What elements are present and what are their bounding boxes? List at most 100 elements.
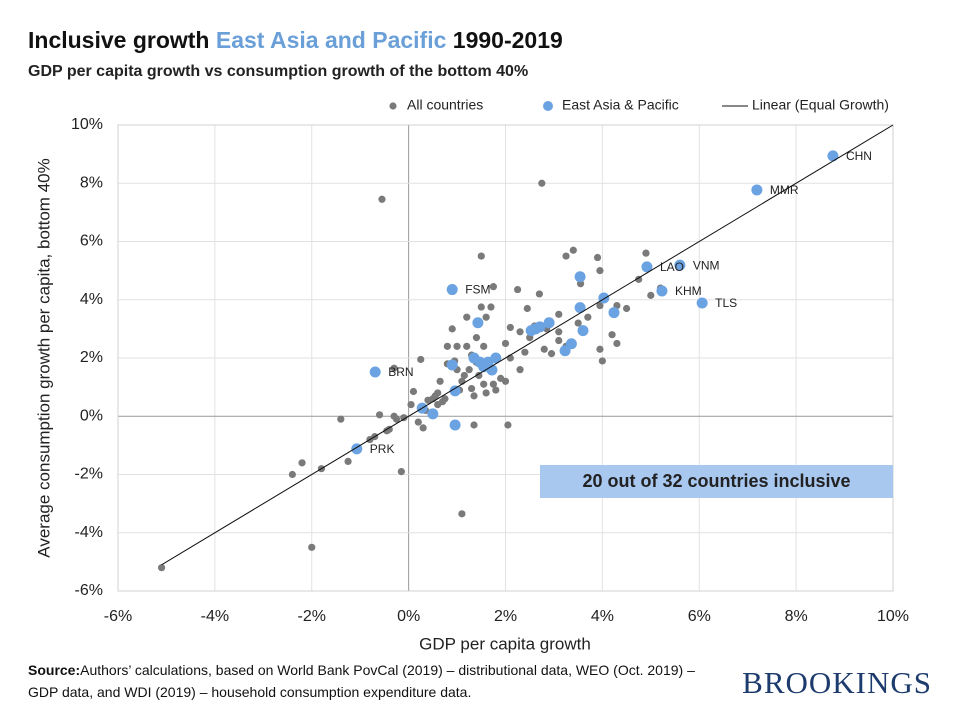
point-label: BRN — [388, 365, 413, 379]
data-point — [369, 366, 381, 378]
y-tick-label: 4% — [80, 291, 103, 308]
data-point — [593, 253, 602, 262]
data-point — [477, 252, 485, 260]
source-text: Authors’ calculations, based on World Ba… — [28, 662, 695, 700]
title-part: East Asia and Pacific — [216, 27, 447, 53]
data-point — [598, 292, 610, 304]
data-point — [449, 385, 461, 397]
data-point — [157, 564, 166, 572]
data-point — [559, 345, 571, 357]
data-point — [427, 408, 439, 420]
data-point — [441, 395, 449, 403]
data-point — [641, 261, 653, 273]
data-point — [622, 304, 631, 313]
data-point — [506, 323, 514, 332]
data-point — [530, 323, 542, 335]
x-tick-label: 8% — [785, 608, 808, 625]
data-point — [472, 334, 481, 342]
data-point — [446, 359, 458, 371]
data-point — [674, 259, 686, 271]
data-point — [458, 510, 466, 518]
data-point — [543, 317, 555, 329]
data-point — [472, 317, 484, 329]
y-tick-label: 6% — [80, 233, 103, 250]
data-point — [489, 283, 497, 291]
data-point — [635, 275, 643, 283]
title-part: 1990-2019 — [453, 27, 563, 53]
data-point — [344, 457, 352, 465]
data-point — [501, 377, 510, 385]
data-point — [574, 271, 586, 283]
source-note: Source:Authors’ calculations, based on W… — [28, 659, 708, 703]
y-tick-label: -2% — [75, 466, 103, 483]
x-tick-label: -4% — [201, 608, 229, 625]
data-point — [407, 401, 415, 409]
chart-subtitle: GDP per capita growth vs consumption gro… — [28, 63, 528, 80]
y-tick-label: 10% — [71, 116, 103, 133]
data-point — [486, 364, 498, 376]
data-point — [501, 339, 510, 348]
data-point — [608, 307, 620, 319]
data-point — [751, 184, 763, 196]
data-point — [516, 366, 524, 374]
data-point — [288, 470, 296, 479]
y-axis-label: Average consumption growth per capita, b… — [34, 158, 53, 557]
point-label: KHM — [675, 284, 702, 298]
x-axis-label: GDP per capita growth — [419, 634, 591, 653]
logo: BROOKINGS — [742, 665, 932, 700]
data-point — [540, 345, 548, 353]
legend-swatch — [543, 101, 553, 111]
data-point — [392, 415, 401, 423]
data-point — [596, 267, 604, 275]
data-point — [397, 467, 405, 476]
data-point — [555, 310, 563, 318]
data-point — [434, 389, 442, 397]
data-point — [480, 342, 488, 350]
data-point — [656, 285, 668, 297]
y-tick-label: 0% — [80, 407, 103, 424]
data-point — [547, 350, 556, 358]
data-point — [463, 313, 471, 321]
data-point — [475, 371, 483, 380]
data-point — [482, 313, 490, 321]
data-point — [448, 325, 456, 333]
legend-label: All countries — [407, 97, 483, 113]
data-point — [467, 384, 476, 393]
point-label: FSM — [465, 283, 490, 297]
data-point — [482, 389, 490, 397]
data-point — [574, 319, 582, 327]
y-tick-label: 8% — [80, 174, 103, 191]
data-point — [562, 252, 570, 260]
data-point — [480, 380, 488, 388]
source-label: Source: — [28, 662, 81, 678]
x-tick-label: 4% — [591, 608, 614, 625]
data-point — [409, 387, 418, 396]
x-tick-label: 10% — [877, 608, 909, 625]
annotation-box — [540, 465, 893, 498]
data-point — [647, 291, 655, 299]
data-point — [400, 414, 408, 422]
data-point — [696, 297, 708, 309]
data-point — [613, 339, 621, 348]
data-point — [555, 328, 563, 336]
x-tick-label: -2% — [298, 608, 326, 625]
data-point — [516, 328, 524, 336]
y-tick-label: -4% — [75, 524, 103, 541]
x-tick-label: 2% — [494, 608, 517, 625]
data-point — [598, 357, 606, 365]
data-point — [596, 345, 604, 353]
data-point — [555, 336, 563, 345]
x-tick-label: 6% — [688, 608, 711, 625]
data-point — [521, 348, 529, 356]
point-label: TLS — [715, 296, 737, 310]
data-point — [449, 419, 461, 431]
data-point — [608, 331, 616, 339]
data-point — [504, 421, 512, 429]
data-point — [378, 195, 386, 203]
legend-label: Linear (Equal Growth) — [752, 97, 889, 113]
chart-title: Inclusive growth East Asia and Pacific 1… — [28, 27, 563, 53]
data-point — [443, 342, 451, 350]
title-part: Inclusive growth — [28, 27, 209, 53]
data-point — [390, 364, 398, 372]
